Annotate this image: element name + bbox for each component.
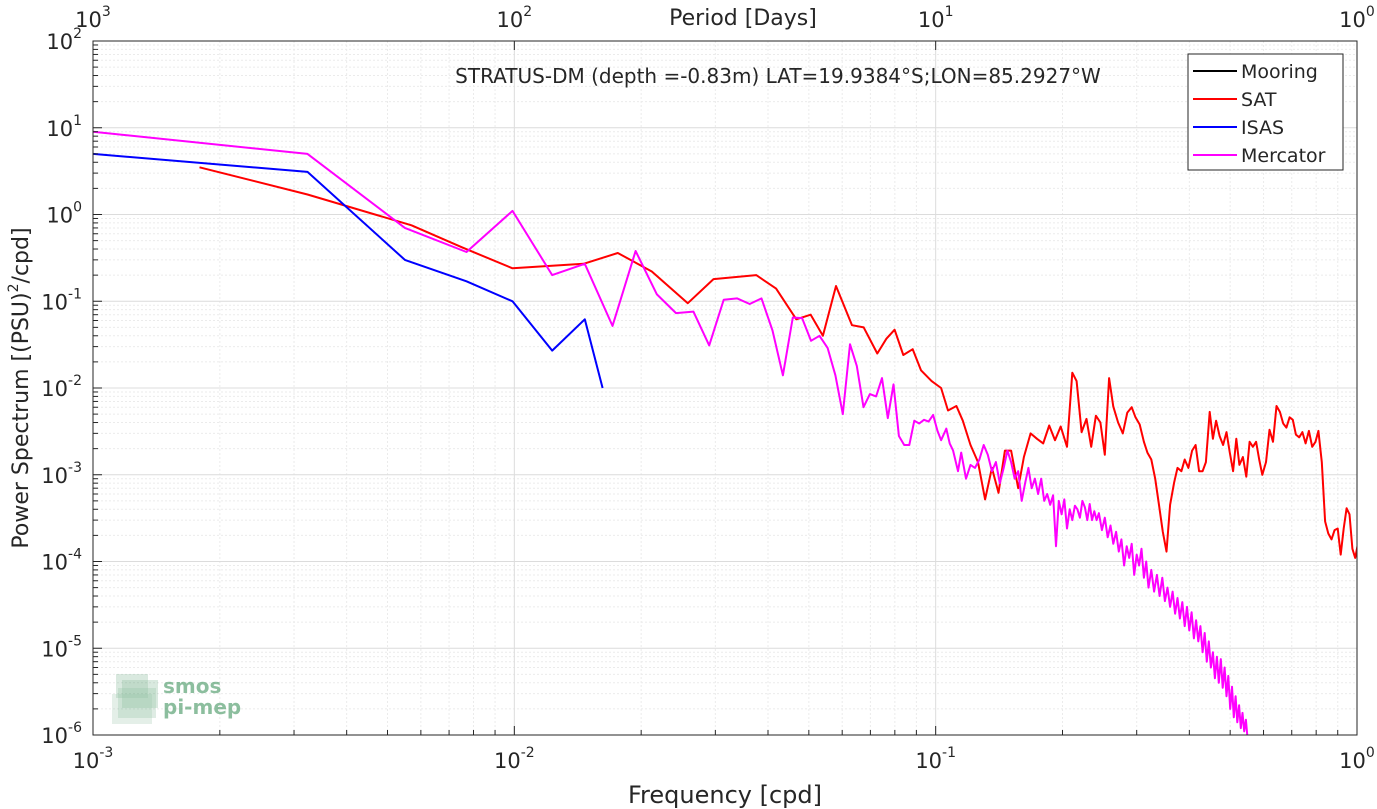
top-tick-label-base: 10 xyxy=(497,8,524,32)
top-tick-label-exponent: 1 xyxy=(945,4,954,20)
series-line-isas xyxy=(93,152,604,389)
top-axis-label: Period [Days] xyxy=(669,6,817,31)
legend-label-sat: SAT xyxy=(1241,89,1277,111)
y-tick-label: 10-5 xyxy=(41,633,82,661)
legend-label-isas: ISAS xyxy=(1241,117,1284,139)
y-tick-label-exponent: -2 xyxy=(68,373,82,389)
watermark-line2: pi-mep xyxy=(163,695,241,719)
logo-mark xyxy=(112,674,158,724)
y-tick-label-base: 10 xyxy=(41,290,68,314)
y-tick-label-base: 10 xyxy=(41,464,68,488)
legend-label-mooring: Mooring xyxy=(1241,61,1318,83)
tick-labels: 10-3 10-2 10-1 10010-610-510-410-310-210-11… xyxy=(41,4,1375,773)
y-tick-label-exponent: -1 xyxy=(68,286,82,302)
top-tick-label-base: 10 xyxy=(75,8,102,32)
x-tick-label-exponent: -2 xyxy=(521,745,535,761)
y-axis-label-tail: /cpd] xyxy=(9,227,34,283)
top-tick-label-base: 10 xyxy=(918,8,945,32)
y-axis-label-superscript: 2 xyxy=(6,283,22,292)
watermark-line1: smos xyxy=(163,674,221,698)
top-tick-label-base: 10 xyxy=(1339,8,1366,32)
y-tick-label-exponent: -3 xyxy=(68,460,82,476)
y-tick-label: 10-2 xyxy=(41,373,82,401)
top-tick-label-exponent: 0 xyxy=(1366,4,1375,20)
top-tick-label: 101 xyxy=(918,4,954,32)
y-tick-label-exponent: -5 xyxy=(68,633,82,649)
x-tick-label-base: 10 xyxy=(73,749,100,773)
y-tick-label-base: 10 xyxy=(46,117,73,141)
x-tick-label-base: 10 xyxy=(915,749,942,773)
x-axis-label: Frequency [cpd] xyxy=(628,781,822,809)
y-tick-label-base: 10 xyxy=(41,377,68,401)
x-tick-label-base: 10 xyxy=(1339,749,1366,773)
y-tick-label-base: 10 xyxy=(41,637,68,661)
x-tick-label: 10-2 xyxy=(494,745,535,773)
series-line-sat xyxy=(199,166,1357,559)
top-tick-label-exponent: 2 xyxy=(523,4,532,20)
x-tick-label: 10-3 xyxy=(73,745,114,773)
y-tick-label: 101 xyxy=(46,113,82,141)
y-tick-label-base: 10 xyxy=(41,551,68,575)
x-tick-label-exponent: 0 xyxy=(1366,745,1375,761)
x-tick-label-base: 10 xyxy=(494,749,521,773)
top-tick-label: 103 xyxy=(75,4,111,32)
y-tick-label-base: 10 xyxy=(41,724,68,748)
x-tick-label-exponent: -3 xyxy=(99,745,113,761)
y-tick-label: 102 xyxy=(46,26,82,54)
x-tick-label: 100 xyxy=(1339,745,1375,773)
watermark-logo: smos pi-mep xyxy=(112,674,241,724)
minor-grid xyxy=(93,41,1357,735)
y-tick-label: 10-1 xyxy=(41,286,82,314)
series-line-mercator xyxy=(93,130,1249,735)
y-tick-label-exponent: -4 xyxy=(68,547,82,563)
y-axis-label-main: Power Spectrum [(PSU) xyxy=(9,292,34,548)
major-grid xyxy=(92,40,1358,736)
y-tick-label-exponent: -6 xyxy=(68,720,82,736)
series-group xyxy=(93,130,1357,735)
x-tick-label: 10-1 xyxy=(915,745,956,773)
y-tick-label: 10-6 xyxy=(41,720,82,748)
y-tick-label-exponent: 2 xyxy=(73,26,82,42)
legend-items: Mooring SAT ISAS Mercator xyxy=(1193,61,1326,167)
ticks xyxy=(92,40,1358,736)
top-tick-label-exponent: 3 xyxy=(102,4,111,20)
legend-box xyxy=(1187,53,1344,171)
y-tick-label: 10-3 xyxy=(41,460,82,488)
y-tick-label-base: 10 xyxy=(46,30,73,54)
x-tick-label-exponent: -1 xyxy=(942,745,956,761)
y-tick-label-exponent: 1 xyxy=(73,113,82,129)
y-axis-label: Power Spectrum [(PSU)2/cpd] xyxy=(6,227,34,548)
y-tick-label-exponent: 0 xyxy=(73,200,82,216)
y-tick-label: 10-4 xyxy=(41,547,82,575)
legend: Mooring SAT ISAS Mercator xyxy=(1187,53,1344,171)
top-tick-label: 100 xyxy=(1339,4,1375,32)
y-tick-label-base: 10 xyxy=(46,204,73,228)
chart-title: STRATUS-DM (depth =-0.83m) LAT=19.9384°S… xyxy=(455,64,1101,88)
legend-label-mercator: Mercator xyxy=(1241,145,1326,167)
y-tick-label: 100 xyxy=(46,200,82,228)
top-tick-label: 102 xyxy=(497,4,533,32)
